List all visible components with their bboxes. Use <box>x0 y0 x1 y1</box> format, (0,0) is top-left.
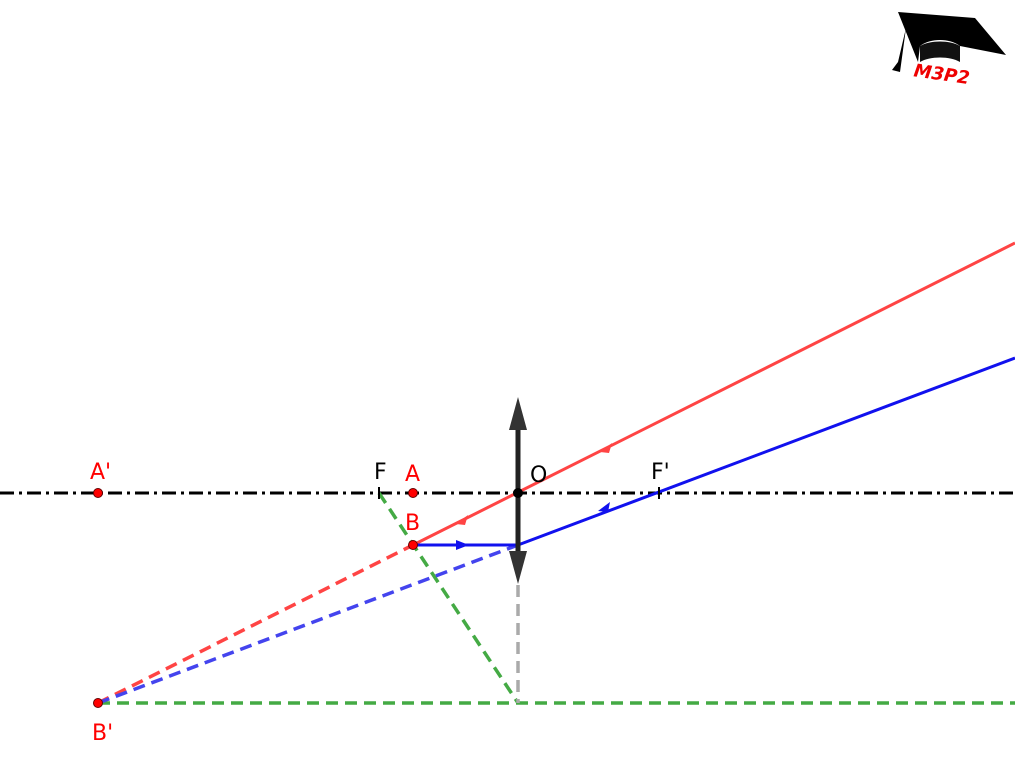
blue-ray-virtual <box>97 543 519 705</box>
label-B: B <box>405 511 420 536</box>
point-A-prime[interactable] <box>93 488 103 498</box>
graduation-cap-icon <box>898 12 1006 62</box>
blue-ray-arrow <box>456 502 610 550</box>
point-A[interactable] <box>408 488 418 498</box>
green-construction-line-focal <box>377 492 520 704</box>
red-ray-virtual <box>97 543 414 705</box>
red-ray <box>412 241 1015 547</box>
blue-ray-refracted <box>517 356 1015 547</box>
logo-text: M3P2 <box>912 60 971 89</box>
logo: M3P2 <box>892 12 1006 89</box>
point-O[interactable] <box>513 488 523 498</box>
label-O: O <box>530 463 547 488</box>
label-A-prime: A' <box>90 460 111 485</box>
label-F: F <box>374 460 387 485</box>
point-B-prime[interactable] <box>93 698 103 708</box>
label-F-prime: F' <box>651 460 670 485</box>
lens-bottom-arrow <box>509 551 527 584</box>
lens-top-arrow <box>509 397 527 430</box>
point-B[interactable] <box>408 540 418 550</box>
label-B-prime: B' <box>92 721 113 746</box>
label-A: A <box>405 462 420 487</box>
